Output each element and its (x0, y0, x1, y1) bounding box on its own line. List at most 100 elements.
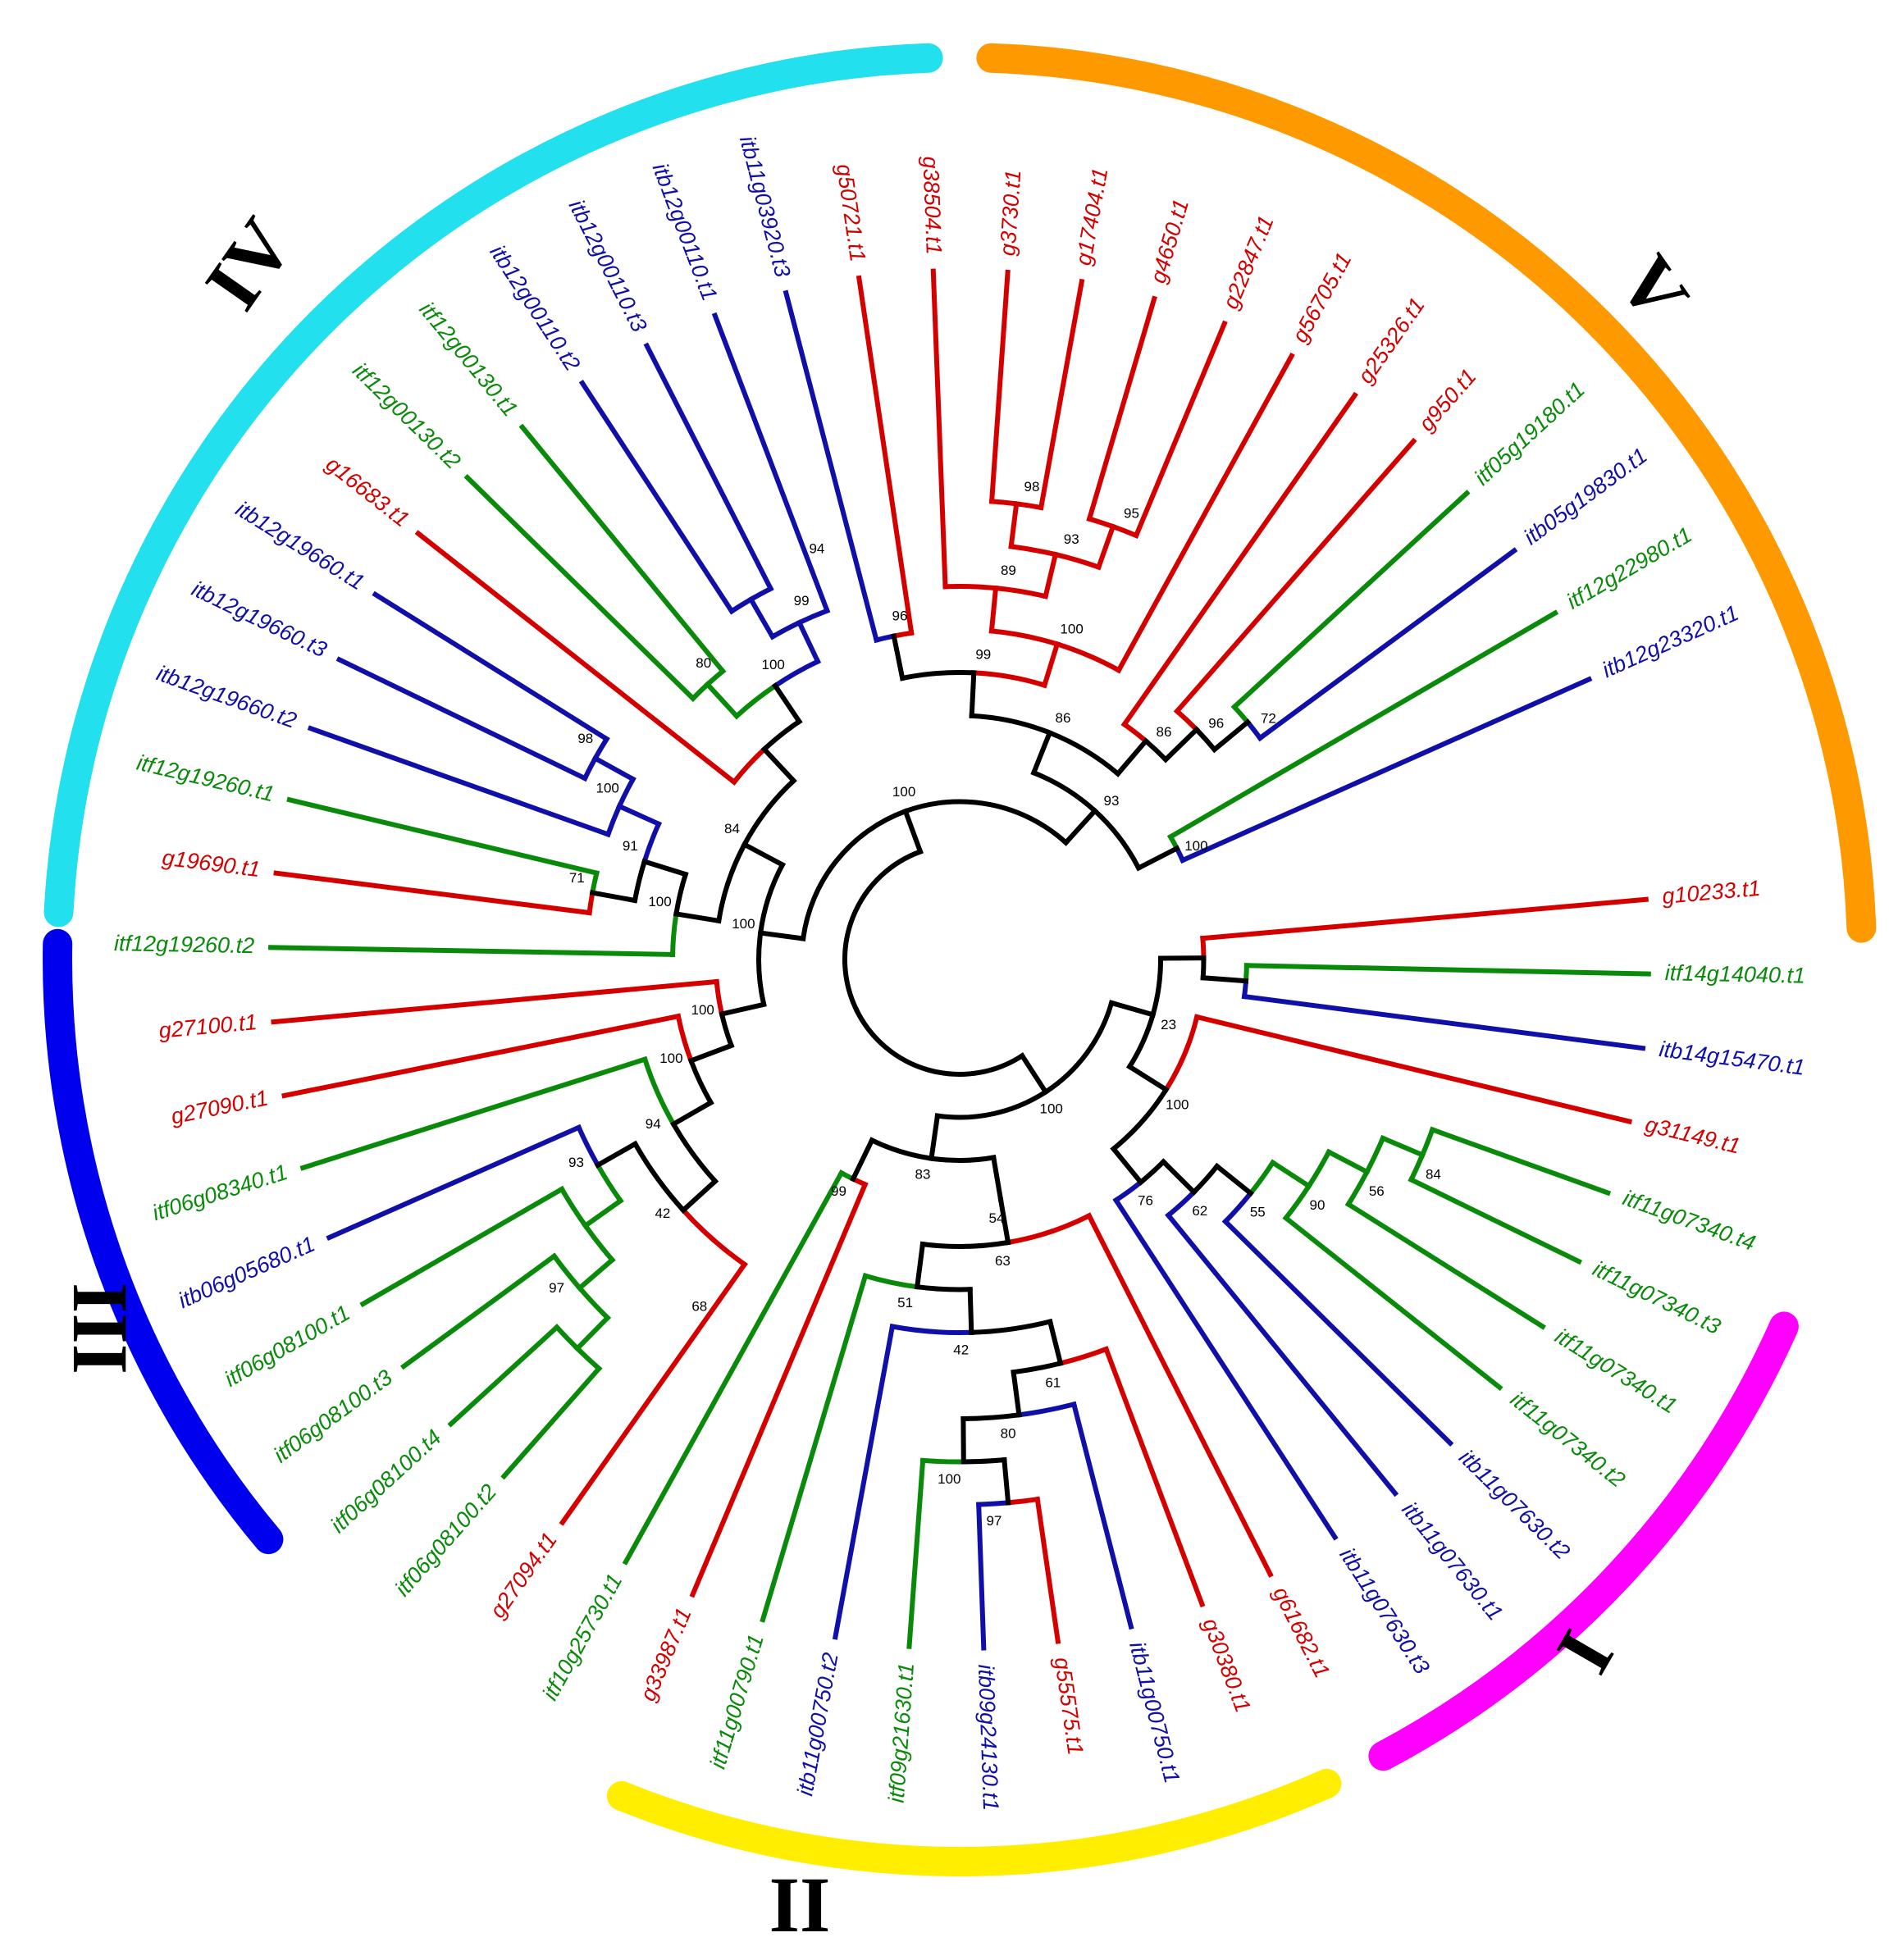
branch-line-149 (1070, 1401, 1134, 1630)
leaf-label: g19690.t1 (161, 845, 262, 882)
branch-line-96 (1008, 500, 1020, 549)
branch-line-104 (988, 585, 999, 634)
branch-arc-95 (1052, 551, 1102, 571)
branch-line-185 (1408, 1176, 1583, 1265)
branch-arc-9 (558, 1185, 589, 1229)
support-value: 42 (953, 1342, 969, 1357)
branch-line-81 (741, 841, 786, 868)
branch-line-61 (711, 312, 815, 574)
support-value: 93 (1064, 531, 1079, 547)
branch-arc-155 (889, 1324, 974, 1336)
branch-arc-122 (969, 713, 1053, 736)
branch-arc-82 (873, 633, 897, 644)
leaf-label: itf10g25730.t1 (537, 1570, 627, 1704)
branch-arc-71 (760, 718, 803, 753)
support-value: 96 (1208, 715, 1224, 731)
branch-line-69 (796, 619, 821, 665)
branch-line-100 (930, 268, 948, 590)
branch-line-59 (578, 379, 736, 615)
branch-arc-87 (1013, 500, 1044, 511)
support-value: 98 (577, 731, 593, 746)
branch-line-14 (326, 1124, 582, 1241)
branch-arc-183 (1419, 1126, 1436, 1159)
support-value: 94 (809, 540, 824, 556)
branch-line-88 (988, 269, 1011, 504)
leaf-label: itb11g00750.t2 (792, 1651, 842, 1798)
branch-line-153 (1102, 1346, 1206, 1608)
branch-arc-25 (687, 1057, 714, 1106)
branch-line-92 (1086, 295, 1157, 522)
branch-arc-21 (670, 1120, 719, 1185)
leaf-label: g10233.t1 (1661, 876, 1761, 909)
branch-arc-17 (679, 1206, 748, 1268)
support-value: 90 (1310, 1197, 1325, 1213)
leaf-label: itf11g07340.t1 (1551, 1324, 1681, 1419)
branch-arc-103 (1054, 640, 1122, 674)
branch-arc-195 (1247, 1159, 1276, 1197)
leaf-label: itb11g07630.t3 (1335, 1543, 1434, 1679)
branch-arc-4 (576, 1284, 611, 1322)
clade-labels: I II III IV V (57, 203, 1706, 1949)
branch-arc-139 (976, 1500, 1011, 1507)
leaf-label: itb12g00110.t2 (485, 240, 585, 375)
branch-arc-33 (586, 890, 595, 916)
clade-arc-ii (606, 1768, 1342, 1876)
branch-arc-219 (853, 1007, 1026, 1077)
branch-line-164 (914, 1241, 926, 1290)
leaf-label: itf06g08100.t4 (326, 1424, 446, 1538)
leaf-label: itf06g08340.t1 (149, 1160, 290, 1225)
support-value: 55 (1250, 1205, 1266, 1220)
branch-arc-114 (1173, 707, 1201, 733)
support-value: 96 (892, 608, 908, 623)
branch-arc-203 (1137, 1158, 1167, 1186)
branch-arc-211 (1149, 955, 1164, 1019)
branch-arc-220 (842, 848, 924, 1014)
support-value: 86 (1157, 724, 1172, 740)
branch-arc-78 (756, 930, 767, 1008)
branch-line-214 (1126, 1063, 1170, 1093)
branch-line-210 (1110, 1145, 1145, 1186)
leaf-label: itf05g19180.t1 (1470, 377, 1590, 490)
branch-arc-196 (1221, 1189, 1254, 1225)
leaf-label: itb12g00110.t3 (564, 196, 652, 336)
branch-line-27 (281, 1013, 682, 1099)
leaf-label: itb09g24130.t1 (974, 1664, 1003, 1812)
support-value: 99 (831, 1183, 846, 1199)
branch-arc-191 (1305, 1148, 1333, 1190)
branch-line-89 (1038, 278, 1085, 511)
leaf-label: itb11g00750.t1 (1125, 1639, 1184, 1786)
branch-line-133 (1135, 845, 1180, 872)
branch-arc-1 (553, 1324, 582, 1352)
support-value: 76 (1138, 1193, 1153, 1209)
branch-arc-106 (899, 669, 977, 681)
branch-arc-154 (969, 1318, 1053, 1335)
branch-line-145 (1002, 1456, 1011, 1506)
branch-line-23 (299, 1055, 649, 1171)
leaf-label: itb11g03920.t3 (735, 134, 796, 280)
branch-arc-199 (1190, 1162, 1221, 1196)
branch-line-52 (641, 858, 689, 877)
branch-arc-107 (971, 670, 1048, 689)
branch-arc-134 (800, 808, 909, 941)
support-value: 100 (762, 657, 785, 672)
branch-arc-158 (914, 1283, 973, 1292)
branch-line-93 (1133, 320, 1228, 539)
branch-arc-138 (1005, 1496, 1041, 1506)
leaf-label: itb12g23320.t1 (1599, 600, 1742, 682)
leaf-label: itf09g21630.t1 (884, 1661, 919, 1803)
leaf-label: itf11g07340.t3 (1589, 1256, 1724, 1339)
support-value: 51 (897, 1295, 913, 1310)
branch-arc-110 (1230, 703, 1252, 726)
branch-line-189 (1344, 1201, 1546, 1330)
support-value: 100 (732, 916, 755, 932)
branch-line-35 (273, 870, 592, 916)
leaf-label: itb11g07630.t1 (1397, 1497, 1508, 1625)
leaf-label: itf06g08100.t1 (221, 1300, 354, 1392)
branch-arc-0 (573, 1345, 603, 1373)
branch-arc-38 (591, 735, 610, 762)
support-value: 100 (1166, 1096, 1189, 1112)
leaf-label: g16683.t1 (322, 452, 414, 532)
branch-line-152 (1011, 1369, 1022, 1418)
support-value: 100 (1040, 1101, 1063, 1117)
branch-arc-115 (1193, 726, 1218, 754)
